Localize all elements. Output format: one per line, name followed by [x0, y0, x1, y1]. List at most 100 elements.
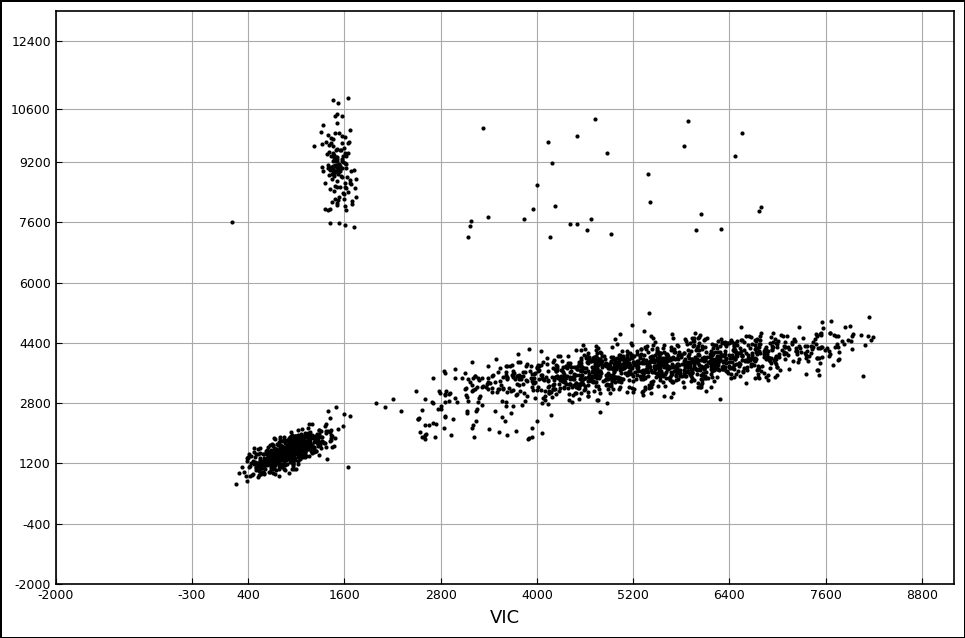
Point — [670, 374, 685, 384]
Point — [629, 360, 645, 370]
Point — [685, 354, 701, 364]
Point — [433, 401, 449, 411]
Point — [481, 377, 496, 387]
Point — [622, 367, 638, 378]
Point — [589, 369, 604, 379]
Point — [721, 338, 736, 348]
Point — [661, 355, 676, 365]
Point — [589, 357, 604, 367]
Point — [607, 362, 622, 372]
Point — [658, 350, 674, 360]
Point — [735, 367, 751, 377]
Point — [615, 346, 630, 356]
Point — [294, 442, 310, 452]
Point — [270, 446, 286, 456]
Point — [415, 404, 430, 415]
Point — [767, 334, 783, 345]
Point — [604, 230, 620, 240]
Point — [277, 433, 292, 443]
Point — [328, 152, 344, 162]
Point — [630, 362, 646, 372]
Point — [609, 364, 624, 375]
Point — [334, 163, 349, 174]
Point — [512, 386, 528, 396]
Point — [772, 365, 787, 375]
Point — [548, 366, 564, 376]
Point — [299, 439, 315, 449]
Point — [555, 375, 570, 385]
Point — [726, 364, 741, 374]
Point — [298, 450, 314, 460]
Point — [648, 355, 664, 365]
Point — [642, 308, 657, 318]
Point — [283, 431, 298, 441]
Point — [319, 205, 335, 215]
Point — [248, 463, 263, 473]
Point — [282, 452, 297, 463]
Point — [312, 431, 327, 441]
Point — [704, 372, 720, 382]
Point — [317, 438, 333, 448]
Point — [595, 376, 611, 386]
Point — [288, 431, 303, 441]
Point — [330, 182, 345, 192]
Point — [589, 345, 604, 355]
Point — [331, 195, 346, 205]
Point — [513, 400, 529, 410]
Point — [292, 445, 308, 456]
Point — [447, 364, 462, 375]
Point — [259, 453, 274, 463]
Point — [606, 374, 621, 384]
Point — [273, 443, 289, 454]
Point — [436, 366, 452, 376]
Point — [684, 367, 700, 377]
Point — [638, 357, 653, 367]
Point — [822, 328, 838, 338]
Point — [291, 444, 307, 454]
Point — [314, 139, 329, 149]
Point — [292, 450, 308, 461]
Point — [427, 419, 443, 429]
Point — [610, 359, 625, 369]
Point — [275, 446, 290, 456]
Point — [650, 347, 666, 357]
Point — [260, 447, 275, 457]
Point — [666, 387, 681, 397]
Point — [606, 364, 621, 375]
Point — [342, 137, 357, 147]
Point — [271, 454, 287, 464]
Point — [288, 447, 303, 457]
Point — [526, 369, 541, 380]
Point — [677, 357, 693, 367]
Point — [721, 357, 736, 367]
Point — [256, 470, 271, 480]
Point — [621, 348, 637, 358]
Point — [262, 450, 278, 461]
Point — [417, 430, 432, 440]
Point — [641, 380, 656, 390]
Point — [239, 453, 255, 463]
Point — [750, 361, 765, 371]
Point — [690, 341, 705, 351]
Point — [655, 343, 671, 353]
Point — [699, 367, 714, 377]
Point — [421, 419, 436, 429]
Point — [338, 160, 353, 170]
Point — [651, 349, 667, 359]
Point — [669, 368, 684, 378]
Point — [691, 338, 706, 348]
Point — [814, 323, 830, 333]
Point — [260, 449, 275, 459]
Point — [769, 342, 785, 352]
Point — [786, 336, 802, 346]
Point — [503, 360, 518, 371]
Point — [263, 464, 279, 474]
Point — [267, 445, 283, 455]
Point — [270, 447, 286, 457]
Point — [340, 93, 355, 103]
Point — [643, 362, 658, 373]
Point — [472, 391, 487, 401]
Point — [482, 424, 497, 434]
Point — [731, 358, 747, 368]
Point — [591, 382, 606, 392]
